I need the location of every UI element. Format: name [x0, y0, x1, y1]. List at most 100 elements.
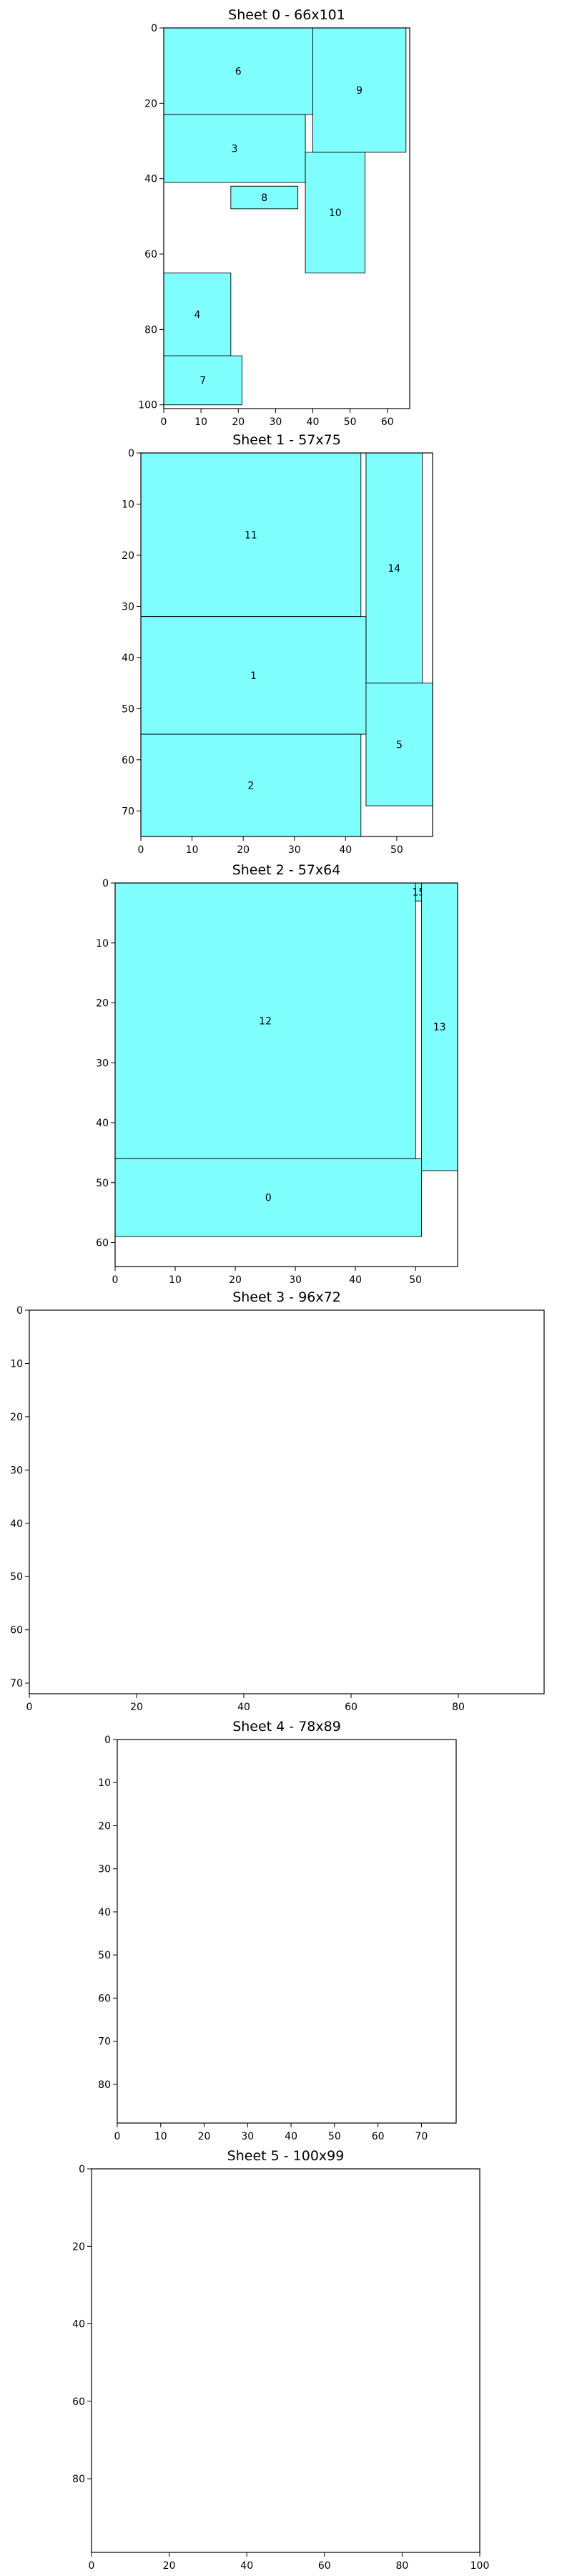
x-tick-label: 30: [241, 2131, 254, 2142]
y-tick-label: 80: [72, 2474, 85, 2485]
piece-label: 0: [265, 1193, 272, 1204]
piece-label: 7: [199, 375, 206, 386]
x-tick-label: 60: [318, 2560, 331, 2572]
piece-rect: [163, 355, 242, 406]
y-tick-label: 10: [10, 1358, 23, 1370]
x-tick-label: 20: [163, 2560, 176, 2572]
x-tick-label: 20: [130, 1702, 143, 1713]
x-tick-label: 10: [194, 416, 207, 428]
piece-rect: [163, 272, 232, 356]
y-tick-label: 0: [151, 23, 157, 34]
y-tick-label: 0: [128, 448, 134, 459]
y-tick-label: 30: [10, 1465, 23, 1476]
x-tick-label: 40: [339, 844, 352, 856]
x-tick-label: 60: [372, 2131, 385, 2142]
x-tick-label: 60: [381, 416, 394, 428]
y-tick-label: 20: [10, 1412, 23, 1423]
piece-rect: [140, 616, 367, 735]
y-tick-label: 50: [122, 703, 134, 715]
piece-label: 1: [250, 670, 257, 682]
y-tick-label: 70: [10, 1678, 23, 1689]
y-tick-label: 80: [98, 2079, 111, 2091]
x-tick-label: 30: [288, 844, 301, 856]
piece-rect: [365, 452, 423, 684]
y-tick-label: 40: [98, 1907, 111, 1918]
x-tick-label: 0: [26, 1702, 33, 1713]
y-tick-label: 50: [10, 1571, 23, 1583]
sheet-title: Sheet 3 - 96x72: [232, 1289, 341, 1305]
sheet-title: Sheet 5 - 100x99: [227, 2148, 345, 2164]
piece-label: 3: [232, 144, 238, 155]
y-tick-label: 100: [138, 400, 157, 411]
x-tick-label: 0: [161, 416, 167, 428]
x-tick-label: 50: [409, 1274, 422, 1286]
x-tick-label: 0: [138, 844, 144, 856]
x-tick-label: 40: [237, 1702, 250, 1713]
x-tick-label: 10: [154, 2131, 167, 2142]
sheet-frame: [117, 1739, 457, 2124]
sheet-frame: [114, 882, 458, 1267]
piece-label: 4: [194, 309, 200, 321]
x-tick-label: 10: [169, 1274, 182, 1286]
piece-rect: [305, 152, 365, 273]
piece-label: 11: [245, 530, 257, 541]
piece-label: 5: [396, 739, 403, 751]
y-tick-label: 60: [96, 1238, 109, 1249]
x-tick-label: 0: [112, 1274, 119, 1286]
x-tick-label: 40: [307, 416, 320, 428]
y-tick-label: 40: [122, 653, 134, 664]
sheet-3: Sheet 3 - 96x72 0 20 40 60 80 0 10 20 30 40 50 60 70: [10, 1289, 545, 1713]
x-tick-label: 0: [114, 2131, 121, 2142]
y-tick-label: 60: [98, 1993, 111, 2004]
piece-rect: [114, 1158, 423, 1237]
sheet-frame: [91, 2168, 480, 2553]
piece-label: 8: [261, 192, 267, 204]
piece-label: 2: [247, 781, 254, 792]
x-tick-label: 100: [470, 2560, 490, 2572]
piece-label: 14: [388, 563, 400, 575]
y-tick-label: 40: [96, 1118, 109, 1129]
x-tick-label: 80: [395, 2560, 408, 2572]
x-tick-label: 0: [89, 2560, 95, 2572]
sheet-title: Sheet 1 - 57x75: [232, 432, 341, 448]
x-tick-label: 50: [328, 2131, 341, 2142]
piece-rect: [140, 733, 362, 837]
y-tick-label: 50: [96, 1178, 109, 1189]
y-tick-label: 30: [96, 1058, 109, 1069]
x-tick-label: 20: [229, 1274, 242, 1286]
y-tick-label: 20: [96, 998, 109, 1010]
sheet-title: Sheet 2 - 57x64: [232, 862, 341, 878]
x-tick-label: 50: [390, 844, 403, 856]
x-tick-label: 50: [344, 416, 357, 428]
x-tick-label: 40: [349, 1274, 362, 1286]
y-tick-label: 20: [144, 98, 157, 109]
x-tick-label: 20: [198, 2131, 211, 2142]
x-tick-label: 60: [345, 1702, 358, 1713]
y-tick-label: 0: [79, 2164, 85, 2175]
piece-label: 9: [356, 85, 363, 97]
sheet-frame: [29, 1309, 545, 1694]
x-tick-label: 30: [269, 416, 282, 428]
sheet-0: Sheet 0 - 66x101 6 9 3 8 10 4 7 0 10 20 30 40 50 60 0 20…: [138, 7, 410, 428]
y-tick-label: 20: [98, 1820, 111, 1832]
y-tick-label: 60: [10, 1625, 23, 1636]
x-tick-label: 20: [237, 844, 250, 856]
sheet-title: Sheet 0 - 66x101: [228, 7, 345, 23]
y-tick-label: 10: [98, 1777, 111, 1789]
y-tick-label: 10: [122, 499, 134, 510]
x-tick-label: 10: [186, 844, 199, 856]
y-tick-label: 70: [122, 806, 134, 817]
x-tick-label: 40: [285, 2131, 297, 2142]
piece-label: 13: [433, 1022, 446, 1033]
y-tick-label: 0: [16, 1305, 23, 1317]
sheet-title: Sheet 4 - 78x89: [232, 1719, 341, 1735]
sheet-frame: [163, 27, 410, 409]
piece-rect: [421, 882, 458, 1171]
x-tick-label: 30: [289, 1274, 302, 1286]
piece-rect: [312, 27, 407, 153]
x-tick-label: 80: [452, 1702, 465, 1713]
y-tick-label: 0: [102, 878, 109, 889]
piece-rect: [163, 114, 306, 183]
